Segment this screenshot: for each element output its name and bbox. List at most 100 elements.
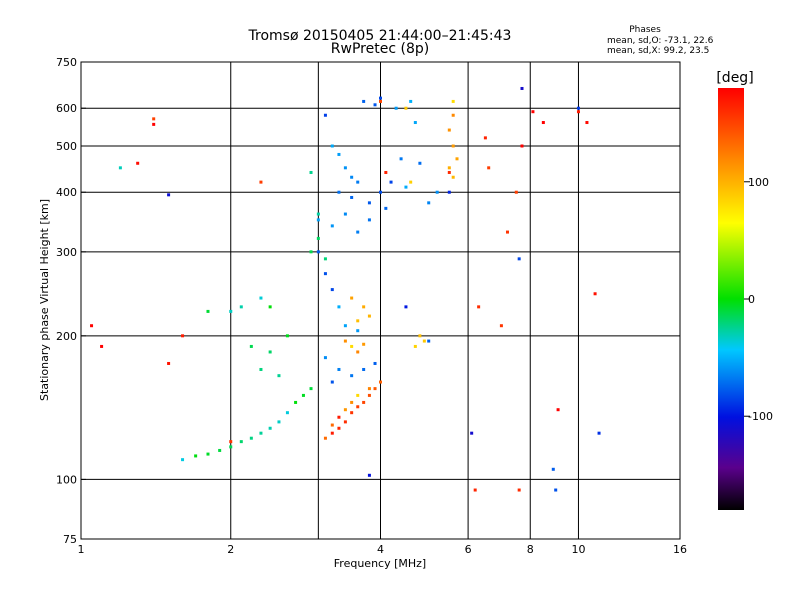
data-point	[597, 431, 601, 435]
data-point	[309, 250, 313, 254]
x-tick-label: 8	[527, 543, 534, 556]
colorbar-tick-label: 100	[748, 176, 769, 189]
x-tick-label: 4	[377, 543, 384, 556]
data-point	[367, 314, 371, 318]
data-point	[330, 224, 334, 228]
data-point	[285, 334, 289, 338]
data-point	[343, 212, 347, 216]
data-point	[362, 99, 366, 103]
data-point	[218, 448, 222, 452]
data-point	[554, 488, 558, 492]
data-point	[389, 180, 393, 184]
y-tick-label: 200	[56, 330, 77, 343]
data-point	[343, 324, 347, 328]
data-point	[259, 431, 263, 435]
data-point	[585, 121, 589, 125]
data-point	[350, 374, 354, 378]
data-point	[413, 121, 417, 125]
data-point	[373, 103, 377, 107]
data-point	[194, 454, 198, 458]
data-point	[350, 400, 354, 404]
y-tick-label: 400	[56, 186, 77, 199]
x-tick-label: 6	[465, 543, 472, 556]
colorbar-tick-label: -100	[748, 410, 773, 423]
data-point	[356, 319, 360, 323]
data-point	[323, 257, 327, 261]
data-point	[136, 161, 140, 165]
data-point	[404, 305, 408, 309]
data-point	[294, 400, 298, 404]
data-point	[350, 411, 354, 415]
data-point	[367, 393, 371, 397]
data-point	[517, 488, 521, 492]
data-point	[316, 218, 320, 222]
data-point	[409, 180, 413, 184]
data-point	[593, 292, 597, 296]
data-point	[418, 161, 422, 165]
data-point	[167, 193, 171, 197]
data-point	[384, 170, 388, 174]
data-point	[531, 110, 535, 114]
data-point	[551, 467, 555, 471]
data-point	[323, 356, 327, 360]
data-point	[316, 250, 320, 254]
data-point	[118, 166, 122, 170]
data-point	[343, 420, 347, 424]
data-point	[100, 344, 104, 348]
data-point	[367, 387, 371, 391]
data-point	[323, 272, 327, 276]
data-point	[517, 257, 521, 261]
data-point	[447, 170, 451, 174]
plot-frame	[80, 61, 681, 540]
stats-heading: Phases	[629, 25, 661, 35]
x-tick-label: 10	[571, 543, 585, 556]
data-point	[477, 305, 481, 309]
data-point	[413, 344, 417, 348]
colorbar-label: [deg]	[716, 70, 753, 86]
data-point	[379, 99, 382, 103]
y-tick-label: 300	[56, 246, 77, 259]
data-point	[337, 152, 341, 156]
data-point	[422, 339, 426, 343]
data-point	[356, 180, 360, 184]
data-point	[576, 106, 580, 110]
data-point	[455, 157, 459, 161]
data-point	[277, 420, 281, 424]
data-point	[367, 473, 371, 477]
data-point	[268, 350, 272, 354]
data-point	[343, 408, 347, 412]
chart-subtitle: RwPretec (8p)	[331, 41, 429, 57]
data-point	[487, 166, 491, 170]
data-point	[373, 387, 377, 391]
data-point	[330, 431, 334, 435]
data-point	[379, 190, 382, 194]
stats-line-x: mean, sd,X: 99.2, 23.5	[607, 46, 709, 56]
data-points	[90, 86, 601, 492]
data-point	[356, 350, 360, 354]
data-point	[404, 185, 408, 189]
data-point	[343, 166, 347, 170]
data-point	[330, 288, 334, 292]
data-point	[470, 431, 474, 435]
data-point	[167, 361, 171, 365]
stats-line-o: mean, sd,O: -73.1, 22.6	[607, 36, 714, 46]
data-point	[330, 423, 334, 427]
data-point	[350, 296, 354, 300]
data-point	[229, 445, 233, 449]
data-point	[541, 121, 545, 125]
y-axis-ticks: 75 100 200 300 400 500 600 750	[56, 56, 86, 546]
data-point	[473, 488, 477, 492]
data-point	[152, 122, 156, 126]
data-point	[394, 106, 398, 110]
data-point	[323, 113, 327, 117]
data-point	[206, 309, 210, 313]
data-point	[206, 452, 210, 456]
data-point	[152, 117, 156, 121]
data-point	[447, 166, 451, 170]
data-point	[337, 305, 341, 309]
data-point	[330, 380, 334, 384]
data-point	[239, 440, 243, 444]
data-point	[350, 344, 354, 348]
data-point	[379, 96, 382, 100]
data-point	[356, 329, 360, 333]
